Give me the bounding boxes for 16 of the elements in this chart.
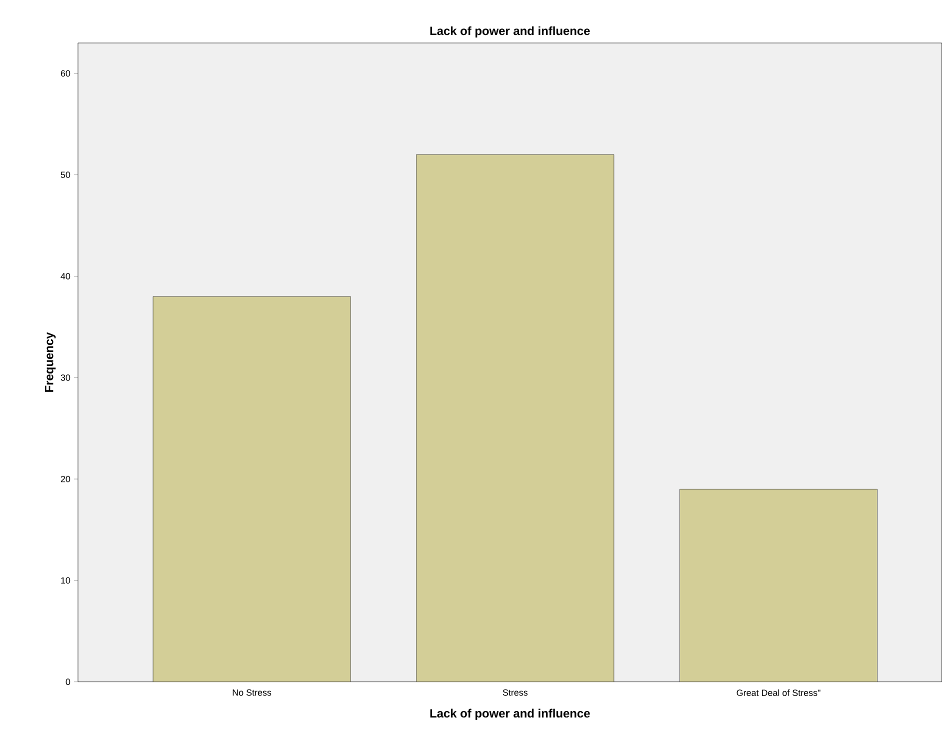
x-tick-label: Great Deal of Stress" <box>736 689 820 696</box>
y-tick-label: 0 <box>66 678 70 686</box>
y-axis-title: Frequency <box>44 332 56 392</box>
y-tick-label: 10 <box>61 577 70 584</box>
y-tick-label: 60 <box>60 70 70 77</box>
bar <box>680 489 878 682</box>
y-tick-label: 30 <box>60 374 70 381</box>
y-tick-label: 40 <box>60 273 70 280</box>
y-tick-label: 20 <box>60 476 70 482</box>
y-tick-label: 50 <box>60 172 70 178</box>
x-tick-label: Stress <box>502 689 528 696</box>
x-tick-label: No Stress <box>232 689 272 696</box>
bar <box>416 154 614 682</box>
x-axis-title: Lack of power and influence <box>430 708 590 720</box>
bar <box>153 296 351 682</box>
chart-title: Lack of power and influence <box>430 26 590 38</box>
